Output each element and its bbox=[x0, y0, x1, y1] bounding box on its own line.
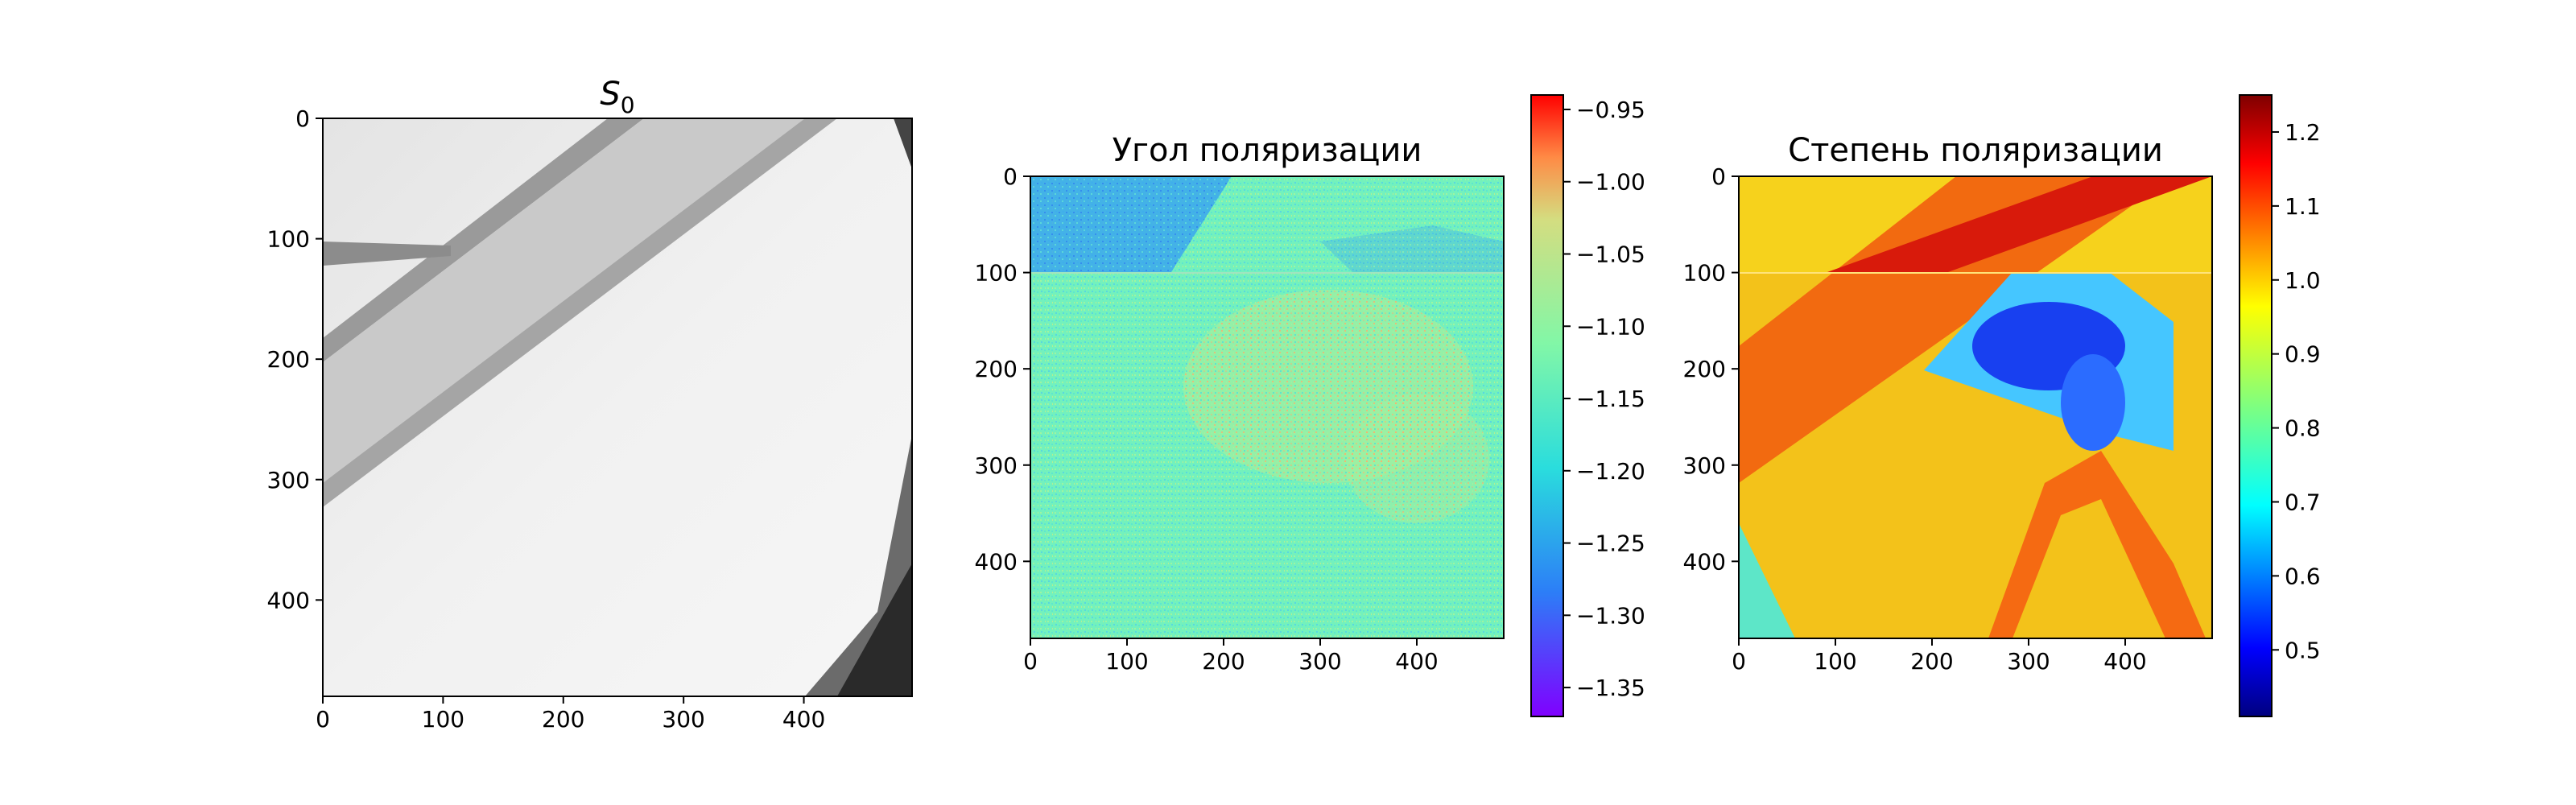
angle-cbar-tick-label: −1.35 bbox=[1576, 675, 1645, 701]
degree-frame bbox=[1738, 175, 2213, 639]
angle-title: Угол поляризации bbox=[1113, 132, 1422, 169]
panel-degree bbox=[1738, 94, 2273, 717]
angle-cbar-tick-label: −1.20 bbox=[1576, 458, 1645, 485]
s0-xtick-label: 0 bbox=[316, 706, 330, 733]
degree-cbar-tick-label: 1.1 bbox=[2285, 193, 2321, 220]
degree-image bbox=[1739, 176, 2212, 638]
degree-cbar-tick-label: 1.0 bbox=[2285, 267, 2321, 294]
s0-xtick-label: 400 bbox=[782, 706, 825, 733]
angle-cbar-tick-label: −0.95 bbox=[1576, 97, 1645, 123]
degree-xtick-label: 400 bbox=[2103, 648, 2146, 675]
degree-xtick-label: 200 bbox=[1910, 648, 1953, 675]
degree-xtick-label: 300 bbox=[2007, 648, 2050, 675]
degree-ytick-label: 100 bbox=[1683, 260, 1726, 287]
angle-xtick-label: 100 bbox=[1105, 648, 1148, 675]
s0-title: S0 bbox=[600, 76, 634, 118]
s0-ytick-label: 200 bbox=[267, 346, 310, 373]
angle-xtick-label: 0 bbox=[1023, 648, 1038, 675]
angle-xtick-label: 200 bbox=[1202, 648, 1245, 675]
angle-xtick-label: 300 bbox=[1298, 648, 1341, 675]
angle-ytick-label: 0 bbox=[1003, 163, 1018, 190]
degree-xtick-label: 100 bbox=[1814, 648, 1856, 675]
angle-cbar-tick-label: −1.05 bbox=[1576, 241, 1645, 267]
degree-cbar-tick-label: 0.8 bbox=[2285, 415, 2321, 442]
angle-xtick-label: 400 bbox=[1395, 648, 1438, 675]
angle-ytick-label: 300 bbox=[975, 452, 1018, 479]
s0-ytick-label: 400 bbox=[267, 587, 310, 613]
angle-frame bbox=[1030, 175, 1505, 639]
s0-xtick-label: 300 bbox=[662, 706, 704, 733]
degree-ytick-label: 0 bbox=[1711, 163, 1726, 190]
degree-xtick-label: 0 bbox=[1732, 648, 1746, 675]
s0-frame bbox=[322, 118, 913, 697]
panel-s0 bbox=[322, 118, 913, 697]
angle-ytick-label: 200 bbox=[975, 356, 1018, 382]
angle-cbar-tick-label: −1.15 bbox=[1576, 386, 1645, 412]
degree-cbar-tick-label: 1.2 bbox=[2285, 119, 2321, 146]
s0-ytick-label: 0 bbox=[295, 105, 310, 132]
s0-ytick-label: 100 bbox=[267, 226, 310, 253]
angle-image bbox=[1030, 176, 1504, 638]
degree-cbar-tick-label: 0.9 bbox=[2285, 341, 2321, 368]
angle-colorbar bbox=[1530, 94, 1564, 717]
s0-image bbox=[323, 118, 912, 696]
degree-ytick-label: 400 bbox=[1683, 548, 1726, 575]
s0-ytick-label: 300 bbox=[267, 467, 310, 493]
angle-cbar-tick-label: −1.10 bbox=[1576, 313, 1645, 340]
panel-angle bbox=[1030, 94, 1564, 717]
degree-ytick-label: 200 bbox=[1683, 356, 1726, 382]
s0-xtick-label: 100 bbox=[422, 706, 464, 733]
angle-ytick-label: 400 bbox=[975, 548, 1018, 575]
degree-ytick-label: 300 bbox=[1683, 452, 1726, 479]
s0-xtick-label: 200 bbox=[542, 706, 584, 733]
angle-ytick-label: 100 bbox=[975, 260, 1018, 287]
degree-title: Степень поляризации bbox=[1788, 132, 2163, 169]
degree-cbar-tick-label: 0.6 bbox=[2285, 563, 2321, 589]
degree-colorbar bbox=[2239, 94, 2273, 717]
angle-cbar-tick-label: −1.25 bbox=[1576, 530, 1645, 557]
degree-cbar-tick-label: 0.5 bbox=[2285, 637, 2321, 663]
degree-cbar-tick-label: 0.7 bbox=[2285, 489, 2321, 515]
tick-layer: 0 100 200 300 400 0 100 200 300 400 0 100 200 300 400 0… bbox=[267, 97, 2321, 733]
angle-cbar-tick-label: −1.00 bbox=[1576, 169, 1645, 196]
angle-cbar-tick-label: −1.30 bbox=[1576, 602, 1645, 629]
